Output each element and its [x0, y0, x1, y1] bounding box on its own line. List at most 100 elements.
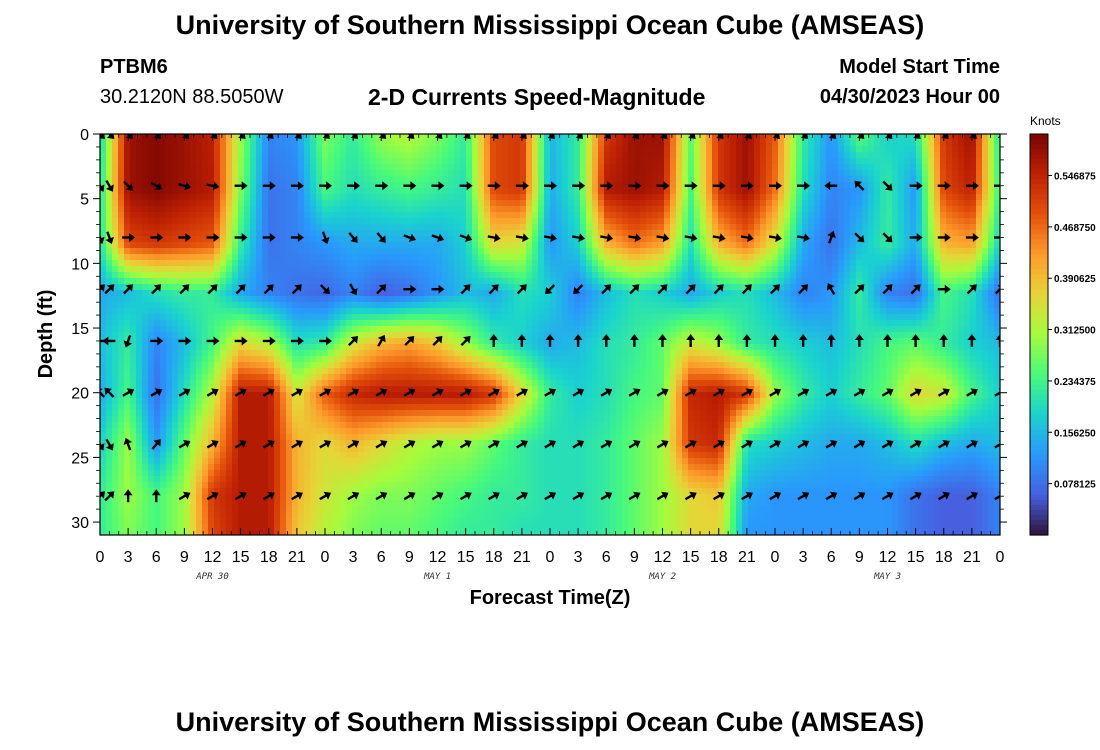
heatmap-cell [334, 500, 341, 507]
heatmap-cell [454, 158, 461, 165]
heatmap-cell [286, 464, 293, 471]
heatmap-cell [340, 284, 347, 291]
heatmap-cell [364, 416, 371, 423]
heatmap-cell [280, 416, 287, 423]
heatmap-cell [490, 140, 497, 147]
heatmap-cell [388, 368, 395, 375]
heatmap-cell [310, 296, 317, 303]
heatmap-cell [394, 188, 401, 195]
heatmap-cell [478, 230, 485, 237]
heatmap-cell [472, 170, 479, 177]
heatmap-cell [322, 260, 329, 267]
heatmap-cell [274, 518, 281, 525]
heatmap-cell [136, 470, 143, 477]
heatmap-cell [190, 446, 197, 453]
heatmap-cell [244, 194, 251, 201]
heatmap-cell [490, 368, 497, 375]
heatmap-cell [310, 302, 317, 309]
heatmap-cell [454, 140, 461, 147]
heatmap-cell [226, 158, 233, 165]
heatmap-cell [166, 458, 173, 465]
heatmap-cell [388, 332, 395, 339]
heatmap-cell [232, 134, 239, 141]
heatmap-cell [328, 200, 335, 207]
heatmap-cell [328, 350, 335, 357]
heatmap-cell [442, 296, 449, 303]
heatmap-cell [148, 422, 155, 429]
heatmap-cell [532, 278, 539, 285]
heatmap-cell [280, 254, 287, 261]
heatmap-cell [346, 500, 353, 507]
heatmap-cell [478, 452, 485, 459]
heatmap-cell [532, 200, 539, 207]
heatmap-cell [190, 212, 197, 219]
heatmap-cell [304, 350, 311, 357]
heatmap-cell [418, 368, 425, 375]
heatmap-cell [460, 200, 467, 207]
heatmap-cell [388, 338, 395, 345]
heatmap-cell [130, 170, 137, 177]
heatmap-cell [472, 182, 479, 189]
heatmap-cell [112, 290, 119, 297]
heatmap-cell [364, 530, 371, 535]
heatmap-cell [478, 380, 485, 387]
heatmap-cell [154, 518, 161, 525]
heatmap-cell [226, 164, 233, 171]
heatmap-cell [484, 464, 491, 471]
heatmap-cell [136, 350, 143, 357]
heatmap-cell [376, 308, 383, 315]
heatmap-cell [418, 404, 425, 411]
heatmap-cell [250, 458, 257, 465]
heatmap-cell [364, 314, 371, 321]
heatmap-cell [268, 320, 275, 327]
heatmap-cell [226, 398, 233, 405]
heatmap-cell [520, 368, 527, 375]
heatmap-cell [532, 524, 539, 531]
heatmap-cell [448, 266, 455, 273]
heatmap-cell [274, 332, 281, 339]
heatmap-cell [466, 266, 473, 273]
heatmap-cell [196, 296, 203, 303]
heatmap-cell [136, 284, 143, 291]
heatmap-cell [502, 476, 509, 483]
heatmap-cell [454, 440, 461, 447]
heatmap-cell [472, 266, 479, 273]
heatmap-cell [310, 170, 317, 177]
heatmap-cell [508, 260, 515, 267]
heatmap-cell [508, 506, 515, 513]
heatmap-cell [130, 398, 137, 405]
heatmap-cell [388, 470, 395, 477]
heatmap-cell [274, 344, 281, 351]
heatmap-cell [526, 458, 533, 465]
heatmap-cell [394, 230, 401, 237]
heatmap-cell [322, 296, 329, 303]
heatmap-cell [316, 200, 323, 207]
heatmap-cell [106, 272, 113, 279]
heatmap-cell [142, 404, 149, 411]
heatmap-cell [370, 170, 377, 177]
heatmap-cell [304, 206, 311, 213]
heatmap-cell [358, 464, 365, 471]
heatmap-cell [196, 404, 203, 411]
heatmap-cell [196, 440, 203, 447]
heatmap-cell [226, 236, 233, 243]
heatmap-cell [406, 158, 413, 165]
heatmap-cell [544, 224, 551, 231]
heatmap-cell [520, 434, 527, 441]
heatmap-cell [208, 386, 215, 393]
heatmap-cell [124, 200, 131, 207]
heatmap-cell [142, 326, 149, 333]
heatmap-cell [118, 278, 125, 285]
heatmap-cell [340, 212, 347, 219]
heatmap-cell [178, 176, 185, 183]
heatmap-cell [202, 350, 209, 357]
heatmap-cell [262, 134, 269, 141]
heatmap-cell [118, 308, 125, 315]
heatmap-cell [358, 320, 365, 327]
heatmap-cell [154, 248, 161, 255]
heatmap-cell [304, 530, 311, 535]
heatmap-cell [406, 140, 413, 147]
heatmap-cell [298, 446, 305, 453]
heatmap-cell [394, 320, 401, 327]
heatmap-cell [460, 422, 467, 429]
